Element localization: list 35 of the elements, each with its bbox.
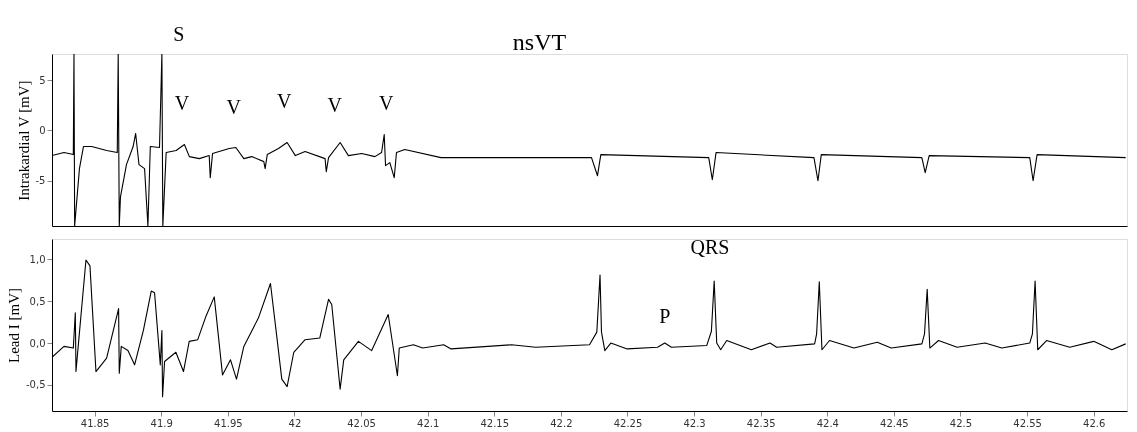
annotation: V <box>226 95 242 118</box>
y-axis-title: Lead I [mV] <box>5 288 22 363</box>
x-tick-label: 41.95 <box>214 417 243 429</box>
y-tick-label: -0,5 <box>25 379 46 391</box>
y-tick-label: 0,0 <box>29 337 46 349</box>
annotation: V <box>276 90 292 113</box>
text: S <box>173 23 185 46</box>
x-tick-label: 42.2 <box>550 417 573 429</box>
x-tick-label: 42.3 <box>683 417 706 429</box>
y-tick-label: -5 <box>35 175 46 187</box>
y-tick-label: 5 <box>39 74 46 86</box>
chart-title: nsVT <box>512 29 567 56</box>
x-tick-label: 42.4 <box>816 417 839 429</box>
x-tick-label: 42.5 <box>949 417 973 429</box>
y-tick-label: 1,0 <box>29 253 46 265</box>
line-series <box>52 54 1127 226</box>
annotation: V <box>379 92 395 115</box>
annotation: V <box>174 92 190 115</box>
x-tick-label: 41.9 <box>150 417 173 429</box>
x-tick-label: 42.45 <box>880 417 909 429</box>
x-tick-label: 42.35 <box>746 417 776 429</box>
x-tick-label: 42.05 <box>347 417 376 429</box>
x-tick-label: 42.1 <box>417 417 440 429</box>
y-axis-title: Intrakardial V [mV] <box>15 80 32 201</box>
x-tick-label: 42.6 <box>1083 417 1106 429</box>
x-tick-label: 41.85 <box>80 417 110 429</box>
x-tick-label: 42.25 <box>613 417 643 429</box>
y-tick-label: 0 <box>39 124 46 136</box>
x-tick-label: 42.15 <box>480 417 510 429</box>
annotation: QRS <box>690 235 730 258</box>
annotation: V <box>327 93 343 116</box>
x-tick-label: 42.55 <box>1013 417 1042 429</box>
y-tick-label: 0,5 <box>29 295 46 307</box>
annotation: P <box>659 304 671 327</box>
x-tick-label: 42 <box>288 417 302 429</box>
